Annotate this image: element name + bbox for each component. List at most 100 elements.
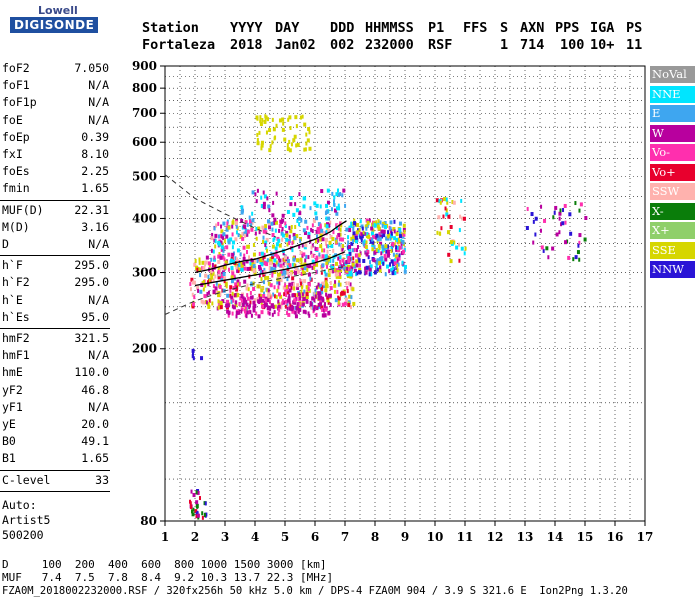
echo-point bbox=[302, 297, 306, 302]
echo-point bbox=[278, 281, 281, 286]
echo-point bbox=[240, 307, 244, 312]
echo-point bbox=[226, 221, 229, 226]
echo-point bbox=[308, 130, 311, 135]
echo-point bbox=[378, 268, 382, 273]
echo-point bbox=[315, 229, 318, 234]
echo-point bbox=[239, 234, 243, 239]
echo-point bbox=[322, 313, 326, 318]
echo-point bbox=[271, 273, 274, 278]
echo-point bbox=[243, 231, 247, 236]
echo-point bbox=[281, 117, 285, 122]
echo-point bbox=[218, 269, 221, 274]
header-label-yyyy: YYYY bbox=[230, 20, 263, 36]
echo-point bbox=[381, 244, 385, 249]
echo-point bbox=[290, 142, 293, 147]
echo-point bbox=[325, 284, 328, 289]
echo-point bbox=[202, 266, 206, 271]
echo-point bbox=[397, 239, 401, 244]
echo-point bbox=[292, 232, 296, 237]
echo-point bbox=[530, 212, 534, 217]
echo-point bbox=[337, 203, 340, 208]
echo-point bbox=[312, 218, 316, 223]
echo-point bbox=[193, 262, 197, 267]
echo-point bbox=[348, 294, 352, 299]
echo-point bbox=[311, 305, 315, 310]
echo-point bbox=[252, 286, 256, 291]
echo-point bbox=[230, 279, 234, 284]
echo-point bbox=[285, 260, 289, 265]
echo-point bbox=[268, 225, 272, 230]
echo-point bbox=[294, 224, 297, 229]
echo-point bbox=[210, 236, 214, 241]
echo-point bbox=[308, 288, 311, 293]
echo-point bbox=[389, 236, 392, 241]
echo-point bbox=[326, 188, 330, 193]
echo-point bbox=[395, 266, 398, 271]
echo-point bbox=[243, 253, 246, 258]
echo-point bbox=[191, 509, 194, 514]
echo-point bbox=[245, 250, 248, 255]
echo-point bbox=[560, 222, 563, 227]
echo-point bbox=[338, 237, 342, 242]
echo-point bbox=[303, 230, 307, 235]
echo-point bbox=[300, 279, 303, 284]
echo-point bbox=[207, 261, 211, 266]
echo-point bbox=[214, 239, 217, 244]
echo-point bbox=[226, 309, 230, 314]
echo-point bbox=[347, 235, 350, 240]
echo-point bbox=[336, 289, 339, 294]
echo-point bbox=[334, 298, 338, 303]
echo-point bbox=[240, 309, 243, 314]
echo-point bbox=[396, 263, 399, 268]
echo-point bbox=[277, 304, 281, 309]
echo-point bbox=[291, 248, 294, 253]
echo-point bbox=[444, 206, 447, 211]
echo-point bbox=[222, 232, 226, 237]
echo-point bbox=[338, 282, 342, 287]
echo-point bbox=[367, 255, 370, 260]
param-value: 46.8 bbox=[81, 382, 109, 397]
echo-point bbox=[278, 118, 282, 123]
echo-point bbox=[286, 298, 290, 303]
echo-point bbox=[201, 515, 204, 520]
echo-point bbox=[348, 244, 352, 249]
echo-point bbox=[329, 235, 333, 240]
echo-point bbox=[340, 244, 344, 249]
echo-point bbox=[271, 271, 274, 276]
echo-point bbox=[380, 257, 384, 262]
echo-point bbox=[307, 255, 310, 260]
echo-point bbox=[356, 271, 359, 276]
echo-point bbox=[324, 223, 327, 228]
echo-point bbox=[297, 292, 301, 297]
echo-point bbox=[232, 286, 236, 291]
echo-point bbox=[290, 307, 294, 312]
echo-point bbox=[303, 147, 306, 152]
echo-point bbox=[385, 236, 388, 241]
echo-point bbox=[287, 285, 290, 290]
param-value: 295.0 bbox=[74, 258, 109, 273]
echo-point bbox=[346, 253, 350, 258]
echo-point bbox=[321, 256, 325, 261]
echo-point bbox=[278, 228, 281, 233]
param-label: foEp bbox=[2, 129, 30, 144]
param-label: foE bbox=[2, 112, 23, 127]
echo-point bbox=[334, 280, 337, 285]
echo-point bbox=[305, 292, 309, 297]
echo-point bbox=[191, 348, 195, 353]
echo-point bbox=[564, 240, 568, 245]
echo-point bbox=[355, 259, 359, 264]
param-hmf1: hmF1 N/A bbox=[2, 348, 109, 363]
echo-point bbox=[450, 240, 454, 245]
param-fxi: fxI 8.10 bbox=[2, 147, 109, 162]
echo-point bbox=[258, 257, 261, 262]
echo-point bbox=[369, 239, 373, 244]
echo-point bbox=[259, 122, 263, 127]
echo-point bbox=[392, 227, 396, 232]
echo-point bbox=[202, 300, 206, 305]
echo-point bbox=[278, 258, 282, 263]
echo-point bbox=[348, 247, 351, 252]
echo-point bbox=[379, 241, 383, 246]
echo-point bbox=[303, 271, 306, 276]
echo-point bbox=[260, 304, 264, 309]
echo-point bbox=[296, 218, 299, 223]
